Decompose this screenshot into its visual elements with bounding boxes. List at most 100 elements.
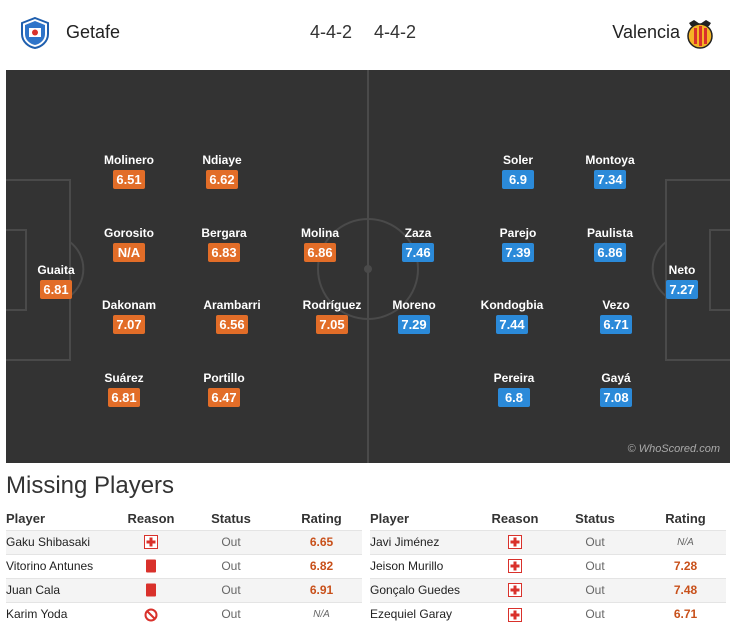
away-player-moreno[interactable]: Moreno 7.29 — [374, 298, 454, 334]
player-name: Vezo — [602, 298, 630, 312]
player-name: Moreno — [392, 298, 436, 312]
status-text: Out — [545, 601, 645, 626]
column-header-reason: Reason — [491, 511, 539, 527]
injury-cross-icon — [508, 607, 522, 622]
player-rating-badge: 6.51 — [113, 170, 145, 189]
player-name: Rodríguez — [302, 298, 362, 312]
away-player-neto[interactable]: Neto 7.27 — [642, 263, 722, 299]
away-formation: 4-4-2 — [374, 22, 417, 42]
home-player-gorosito[interactable]: Gorosito N/A — [89, 226, 169, 262]
rating-value: 7.28 — [645, 553, 726, 578]
player-link[interactable]: Javi Jiménez — [370, 529, 485, 554]
rating-value: N/A — [281, 601, 362, 626]
home-player-portillo[interactable]: Portillo 6.47 — [184, 371, 264, 407]
away-player-gaya[interactable]: Gayá 7.08 — [576, 371, 656, 407]
column-header-reason: Reason — [127, 511, 175, 527]
player-rating-badge: N/A — [113, 243, 145, 262]
column-header-rating: Rating — [301, 511, 342, 527]
player-link[interactable]: Jeison Murillo — [370, 553, 485, 578]
red-card-icon — [146, 583, 156, 597]
away-player-vezo[interactable]: Vezo 6.71 — [576, 298, 656, 334]
pitch-lines — [6, 70, 730, 463]
away-player-soler[interactable]: Soler 6.9 — [478, 153, 558, 189]
table-row: Vitorino Antunes Out 6.82 — [6, 553, 362, 578]
player-rating-badge: 6.9 — [502, 170, 534, 189]
home-team-name[interactable]: Getafe — [66, 22, 121, 42]
player-rating-badge: 7.46 — [402, 243, 434, 262]
away-player-montoya[interactable]: Montoya 7.34 — [570, 153, 650, 189]
table-row: Ezequiel Garay Out 6.71 — [370, 601, 726, 626]
home-player-bergara[interactable]: Bergara 6.83 — [184, 226, 264, 262]
injury-cross-icon — [508, 535, 522, 550]
valencia-bat-crest-icon[interactable] — [685, 17, 715, 51]
rating-value: 6.65 — [281, 529, 362, 554]
player-rating-badge: 6.47 — [208, 388, 240, 407]
home-player-guaita[interactable]: Guaita 6.81 — [16, 263, 96, 299]
player-name: Arambarri — [203, 298, 261, 312]
player-link[interactable]: Gonçalo Guedes — [370, 577, 485, 602]
red-card-icon — [146, 559, 156, 573]
player-name: Kondogbia — [480, 298, 544, 312]
player-rating-badge: 6.86 — [594, 243, 626, 262]
injury-cross-icon — [144, 535, 158, 550]
table-row: Javi Jiménez Out N/A — [370, 529, 726, 554]
home-player-ndiaye[interactable]: Ndiaye 6.62 — [182, 153, 262, 189]
player-rating-badge: 7.34 — [594, 170, 626, 189]
status-text: Out — [545, 553, 645, 578]
getafe-crest-icon[interactable] — [20, 17, 50, 49]
player-name: Gayá — [601, 371, 631, 385]
status-text: Out — [181, 577, 281, 602]
player-link[interactable]: Ezequiel Garay — [370, 601, 485, 626]
player-name: Gorosito — [104, 226, 154, 240]
player-rating-badge: 6.83 — [208, 243, 240, 262]
player-rating-badge: 6.62 — [206, 170, 238, 189]
status-text: Out — [545, 529, 645, 554]
status-text: Out — [181, 553, 281, 578]
match-header: Getafe 4-4-2 4-4-2 Valencia — [0, 0, 730, 68]
column-header-player: Player — [370, 511, 410, 527]
home-player-molinero[interactable]: Molinero 6.51 — [89, 153, 169, 189]
player-rating-badge: 6.86 — [304, 243, 336, 262]
status-text: Out — [181, 529, 281, 554]
rating-value: 6.91 — [281, 577, 362, 602]
away-player-kondogbia[interactable]: Kondogbia 7.44 — [472, 298, 552, 334]
player-rating-badge: 7.39 — [502, 243, 534, 262]
away-player-pereira[interactable]: Pereira 6.8 — [474, 371, 554, 407]
home-player-suarez[interactable]: Suárez 6.81 — [84, 371, 164, 407]
away-player-zaza[interactable]: Zaza 7.46 — [378, 226, 458, 262]
home-player-arambarri[interactable]: Arambarri 6.56 — [192, 298, 272, 334]
player-rating-badge: 6.81 — [40, 280, 72, 299]
injury-cross-icon — [508, 583, 522, 598]
rating-value: N/A — [645, 529, 726, 554]
player-link[interactable]: Vitorino Antunes — [6, 553, 121, 578]
ineligible-icon — [144, 608, 158, 622]
player-link[interactable]: Juan Cala — [6, 577, 121, 602]
player-name: Montoya — [585, 153, 635, 167]
player-name: Bergara — [201, 226, 247, 240]
home-formation: 4-4-2 — [310, 22, 353, 42]
player-name: Neto — [668, 263, 696, 277]
player-name: Dakonam — [101, 298, 157, 312]
home-player-molina[interactable]: Molina 6.86 — [280, 226, 360, 262]
home-player-rodriguez[interactable]: Rodríguez 7.05 — [292, 298, 372, 334]
table-row: Jeison Murillo Out 7.28 — [370, 553, 726, 578]
away-player-paulista[interactable]: Paulista 6.86 — [570, 226, 650, 262]
player-name: Suárez — [104, 371, 144, 385]
rating-value: 7.48 — [645, 577, 726, 602]
player-rating-badge: 6.8 — [498, 388, 530, 407]
away-player-parejo[interactable]: Parejo 7.39 — [478, 226, 558, 262]
home-player-dakonam[interactable]: Dakonam 7.07 — [89, 298, 169, 334]
player-link[interactable]: Gaku Shibasaki — [6, 529, 121, 554]
player-rating-badge: 7.29 — [398, 315, 430, 334]
watermark: © WhoScored.com — [627, 443, 720, 455]
player-link[interactable]: Karim Yoda — [6, 601, 121, 626]
table-row: Juan Cala Out 6.91 — [6, 577, 362, 602]
player-name: Guaita — [37, 263, 75, 277]
player-rating-badge: 6.81 — [108, 388, 140, 407]
player-rating-badge: 6.56 — [216, 315, 248, 334]
pitch: Guaita 6.81 Molinero 6.51 Gorosito N/A D… — [6, 70, 730, 463]
player-rating-badge: 7.05 — [316, 315, 348, 334]
column-header-rating: Rating — [665, 511, 706, 527]
away-team-name[interactable]: Valencia — [612, 22, 680, 42]
player-name: Ndiaye — [202, 153, 242, 167]
